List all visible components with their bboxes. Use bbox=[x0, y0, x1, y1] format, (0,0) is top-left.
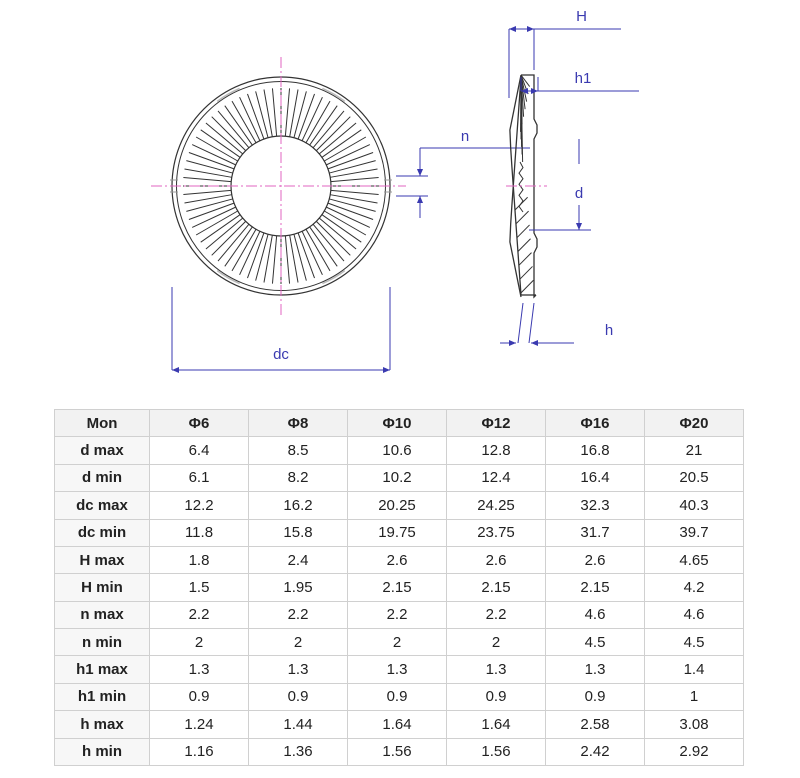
svg-text:d: d bbox=[575, 185, 583, 202]
svg-text:h1: h1 bbox=[575, 70, 592, 87]
svg-text:h: h bbox=[605, 322, 613, 339]
svg-text:dc: dc bbox=[273, 346, 289, 363]
svg-text:n: n bbox=[461, 128, 469, 145]
svg-text:H: H bbox=[576, 8, 587, 25]
